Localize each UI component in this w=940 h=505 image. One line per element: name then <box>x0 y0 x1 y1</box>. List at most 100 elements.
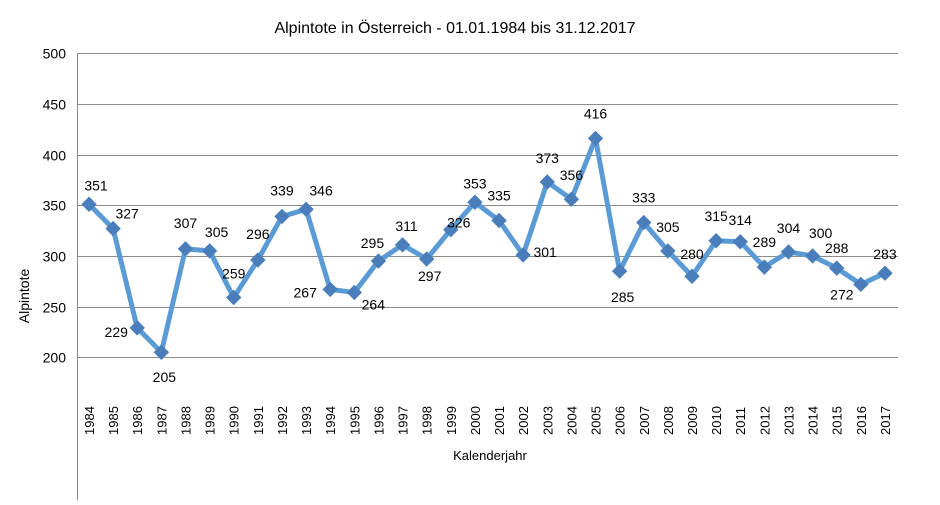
data-label: 283 <box>873 246 897 262</box>
x-tick-label: 2000 <box>468 406 483 435</box>
data-label: 297 <box>418 268 442 284</box>
data-label: 333 <box>632 190 656 206</box>
data-point-marker <box>177 241 194 257</box>
x-tick-label: 1996 <box>371 406 386 435</box>
data-label: 346 <box>309 182 333 198</box>
data-label: 296 <box>246 226 270 242</box>
data-point-marker <box>201 243 218 259</box>
data-point-marker <box>129 320 145 336</box>
data-point-marker <box>443 221 459 238</box>
x-tick-label: 2016 <box>854 406 869 435</box>
y-tick-label: 400 <box>43 148 67 164</box>
x-tick-labels: 1984 1985 1986 1987 1988 1989 1990 1991 1992 1993… <box>82 406 893 435</box>
data-label: 351 <box>84 177 108 193</box>
data-point-marker <box>81 196 97 212</box>
data-point-marker <box>780 244 797 260</box>
y-tick-label: 500 <box>43 46 67 62</box>
data-label: 295 <box>361 235 385 251</box>
data-label: 259 <box>222 266 246 282</box>
data-label: 289 <box>753 234 777 250</box>
y-axis-label: Alpintote <box>16 269 32 324</box>
data-point-marker <box>370 253 387 269</box>
data-point-marker <box>563 191 580 207</box>
data-point-marker <box>153 344 170 360</box>
x-tick-label: 2012 <box>757 406 772 435</box>
data-label: 314 <box>729 212 753 228</box>
x-tick-label: 2014 <box>806 406 821 435</box>
data-point-marker <box>853 276 869 293</box>
x-tick-label: 2010 <box>709 406 724 435</box>
data-point-marker <box>467 194 483 210</box>
data-point-marker <box>829 260 845 276</box>
data-point-marker <box>515 247 531 263</box>
data-label: 301 <box>533 244 557 260</box>
x-tick-label: 1992 <box>275 406 290 435</box>
x-tick-label: 2006 <box>613 406 628 435</box>
data-point-marker <box>660 243 676 259</box>
x-tick-label: 1991 <box>251 406 266 435</box>
x-tick-label: 1999 <box>444 406 459 435</box>
x-tick-label: 2007 <box>637 406 652 435</box>
chart-title: Alpintote in Österreich - 01.01.1984 bis… <box>274 19 635 37</box>
data-label: 267 <box>294 284 318 300</box>
data-label: 229 <box>105 324 129 340</box>
x-tick-label: 2009 <box>685 406 700 435</box>
data-point-marker <box>708 233 724 249</box>
x-tick-label: 2004 <box>564 406 579 435</box>
data-label: 326 <box>447 215 471 231</box>
data-point-marker <box>322 281 338 298</box>
data-label: 205 <box>153 369 177 385</box>
data-label: 288 <box>825 240 849 256</box>
data-label: 272 <box>830 286 854 302</box>
data-point-marker <box>226 289 242 306</box>
data-point-marker <box>105 220 121 237</box>
x-tick-label: 1985 <box>106 406 121 435</box>
data-point-marker <box>732 234 748 250</box>
x-tick-label: 1988 <box>178 406 193 435</box>
x-tick-label: 2008 <box>661 406 676 435</box>
x-tick-label: 2013 <box>781 406 796 435</box>
x-tick-label: 1993 <box>299 406 314 435</box>
x-tick-label: 1997 <box>396 406 411 435</box>
data-label: 304 <box>777 220 801 236</box>
x-tick-label: 1998 <box>420 406 435 435</box>
x-tick-label: 2011 <box>733 407 748 435</box>
data-label: 280 <box>680 246 704 262</box>
data-label: 264 <box>362 296 386 312</box>
x-tick-label: 2001 <box>492 406 507 435</box>
y-tick-label: 450 <box>43 97 67 113</box>
data-point-marker <box>587 130 604 147</box>
x-tick-label: 2017 <box>878 406 893 435</box>
x-tick-label: 1995 <box>347 406 362 435</box>
x-tick-label: 1989 <box>203 406 218 435</box>
series-line <box>87 135 887 355</box>
data-label: 339 <box>270 182 294 198</box>
data-label: 335 <box>487 188 511 204</box>
x-tick-label: 1986 <box>130 406 145 435</box>
x-tick-label: 2002 <box>516 406 531 435</box>
data-label: 353 <box>463 175 487 191</box>
data-label: 373 <box>536 150 560 166</box>
gridlines <box>77 53 898 358</box>
data-point-marker <box>539 174 555 190</box>
series-markers <box>81 130 893 360</box>
data-label: 305 <box>205 224 229 240</box>
data-label: 305 <box>656 219 680 235</box>
data-label: 311 <box>395 218 418 234</box>
x-tick-label: 1987 <box>154 406 169 435</box>
data-point-marker <box>250 252 266 268</box>
y-tick-labels: 200 250 300 350 400 450 500 <box>43 46 67 366</box>
x-tick-label: 1994 <box>323 406 338 435</box>
y-tick-label: 250 <box>43 300 67 316</box>
data-point-marker <box>684 268 700 284</box>
data-label: 327 <box>115 206 139 222</box>
data-point-marker <box>418 251 435 267</box>
x-tick-label: 2015 <box>830 406 845 435</box>
data-point-marker <box>298 201 314 218</box>
data-point-marker <box>804 248 821 264</box>
x-axis-label: Kalenderjahr <box>453 448 527 463</box>
data-label: 285 <box>611 289 635 305</box>
data-point-marker <box>756 259 773 275</box>
data-label: 300 <box>809 225 833 241</box>
